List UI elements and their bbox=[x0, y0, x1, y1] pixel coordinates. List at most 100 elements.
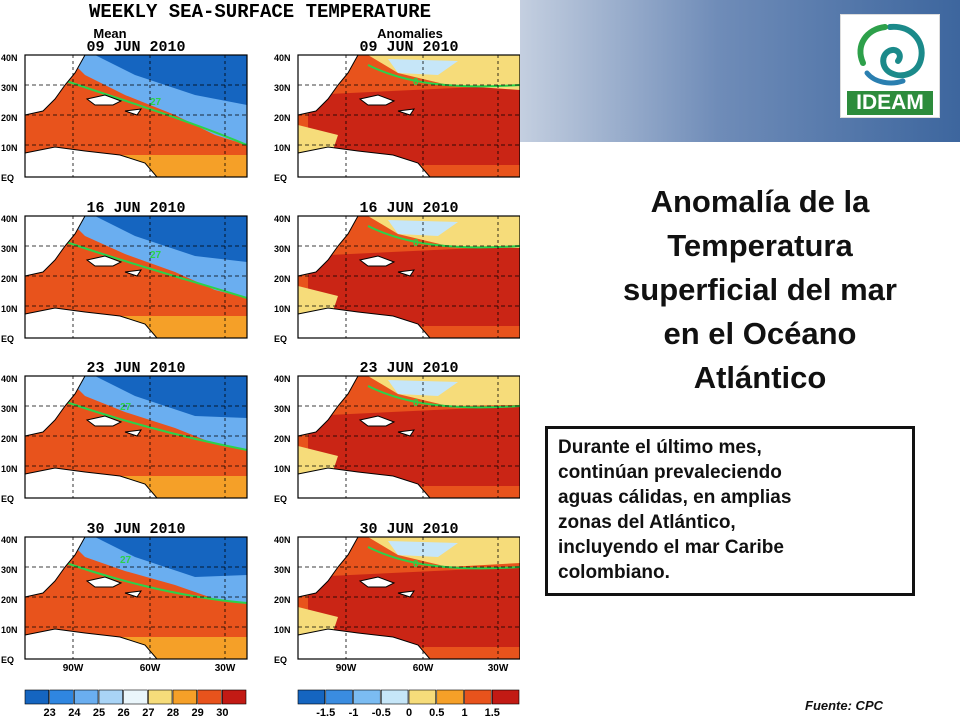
latitude-label: 40N bbox=[1, 53, 18, 63]
week-date-label: 16 JUN 2010 bbox=[86, 200, 185, 217]
contour-label: 27 bbox=[150, 97, 162, 108]
latitude-label: 30N bbox=[1, 83, 18, 93]
scale-swatch bbox=[98, 689, 123, 705]
anomaly-color-scale: -1.5 -1 -0.5 0 0.5 1 1.5 bbox=[297, 689, 520, 719]
latitude-label: EQ bbox=[274, 655, 287, 665]
anomaly-sst-map: 16 JUN 2010 0 40N 30N 20N 10N EQ bbox=[274, 200, 521, 344]
week-date-label: 09 JUN 2010 bbox=[359, 39, 458, 56]
contour-label: 27 bbox=[150, 250, 162, 261]
mean-column-label: Mean bbox=[93, 26, 126, 41]
latitude-label: 20N bbox=[274, 434, 291, 444]
scale-label: 24 bbox=[68, 707, 81, 719]
contour-label: 0 bbox=[413, 238, 419, 249]
note-line: incluyendo el mar Caribe bbox=[558, 537, 784, 558]
source-credit: Fuente: CPC bbox=[805, 698, 883, 713]
anomaly-sst-map: 30 JUN 2010 0 40N 30N 20N 10N EQ 90W 60W 30W bbox=[274, 521, 521, 674]
scale-label: 0 bbox=[406, 707, 412, 719]
note-line: Durante el último mes, bbox=[558, 437, 762, 458]
latitude-label: 40N bbox=[1, 374, 18, 384]
latitude-label: 10N bbox=[274, 464, 291, 474]
title-line: Temperatura bbox=[667, 228, 853, 263]
latitude-label: 40N bbox=[1, 535, 18, 545]
latitude-label: EQ bbox=[1, 334, 14, 344]
latitude-label: 20N bbox=[1, 595, 18, 605]
latitude-label: EQ bbox=[1, 655, 14, 665]
title-line: en el Océano bbox=[663, 316, 857, 351]
ideam-logo: IDEAM bbox=[840, 14, 940, 118]
title-line: superficial del mar bbox=[623, 272, 897, 307]
contour-label: 0 bbox=[413, 77, 419, 88]
latitude-label: 30N bbox=[274, 83, 291, 93]
latitude-label: 10N bbox=[1, 143, 18, 153]
title-line: Anomalía de la bbox=[650, 184, 870, 219]
week-date-label: 30 JUN 2010 bbox=[86, 521, 185, 538]
scale-swatch bbox=[436, 689, 464, 705]
longitude-label: 60W bbox=[140, 663, 161, 674]
sst-map-panels: WEEKLY SEA-SURFACE TEMPERATURE Mean Anom… bbox=[1, 1, 521, 719]
swirl-icon bbox=[857, 23, 925, 86]
latitude-label: 30N bbox=[1, 404, 18, 414]
latitude-label: EQ bbox=[274, 334, 287, 344]
scale-label: 26 bbox=[118, 707, 130, 719]
latitude-label: 20N bbox=[274, 274, 291, 284]
longitude-label: 60W bbox=[413, 663, 434, 674]
scale-label: 28 bbox=[167, 707, 179, 719]
scale-label: 0.5 bbox=[429, 707, 444, 719]
scale-label: 25 bbox=[93, 707, 105, 719]
latitude-label: 10N bbox=[1, 464, 18, 474]
latitude-label: 40N bbox=[1, 214, 18, 224]
mean-sst-map: 09 JUN 2010 27 40N 30N 20N 10N EQ bbox=[1, 39, 248, 183]
scale-swatch bbox=[172, 689, 197, 705]
longitude-label: 90W bbox=[336, 663, 357, 674]
scale-swatch bbox=[353, 689, 381, 705]
note-line: continúan prevaleciendo bbox=[558, 462, 782, 483]
scale-swatch bbox=[464, 689, 492, 705]
latitude-label: 20N bbox=[1, 113, 18, 123]
latitude-label: 20N bbox=[274, 113, 291, 123]
scale-swatch bbox=[222, 689, 247, 705]
contour-label: 27 bbox=[120, 402, 132, 413]
scale-label: 29 bbox=[192, 707, 204, 719]
contour-label: 0 bbox=[413, 559, 419, 570]
note-line: colombiano. bbox=[558, 562, 670, 583]
scale-swatch bbox=[297, 689, 326, 705]
mean-sst-map: 30 JUN 2010 27 40N 30N 20N 10N EQ 90W 60W 30W bbox=[1, 521, 248, 674]
latitude-label: 40N bbox=[274, 214, 291, 224]
scale-swatch bbox=[197, 689, 222, 705]
slide-title: Anomalía de la Temperatura superficial d… bbox=[565, 180, 955, 400]
latitude-label: 10N bbox=[274, 304, 291, 314]
contour-label: 27 bbox=[120, 555, 132, 566]
latitude-label: EQ bbox=[274, 173, 287, 183]
scale-label: 1.5 bbox=[485, 707, 500, 719]
longitude-label: 90W bbox=[63, 663, 84, 674]
note-line: aguas cálidas, en amplias bbox=[558, 487, 792, 508]
longitude-label: 30W bbox=[488, 663, 509, 674]
scale-label: 27 bbox=[142, 707, 154, 719]
scale-label: 30 bbox=[216, 707, 228, 719]
scale-swatch bbox=[408, 689, 437, 705]
latitude-label: 30N bbox=[274, 565, 291, 575]
scale-swatch bbox=[24, 689, 49, 705]
latitude-label: 30N bbox=[1, 244, 18, 254]
scale-swatch bbox=[49, 689, 74, 705]
contour-label: 0 bbox=[413, 398, 419, 409]
latitude-label: 30N bbox=[1, 565, 18, 575]
latitude-label: EQ bbox=[1, 173, 14, 183]
week-date-label: 30 JUN 2010 bbox=[359, 521, 458, 538]
anomaly-column-label: Anomalies bbox=[377, 26, 443, 41]
week-date-label: 16 JUN 2010 bbox=[359, 200, 458, 217]
summary-note-box: Durante el último mes, continúan prevale… bbox=[545, 426, 915, 596]
latitude-label: EQ bbox=[274, 494, 287, 504]
latitude-label: 30N bbox=[274, 404, 291, 414]
scale-swatch bbox=[74, 689, 99, 705]
latitude-label: 20N bbox=[274, 595, 291, 605]
note-line: zonas del Atlántico, bbox=[558, 512, 736, 533]
figure-title: WEEKLY SEA-SURFACE TEMPERATURE bbox=[89, 1, 431, 23]
latitude-label: 40N bbox=[274, 374, 291, 384]
latitude-label: 20N bbox=[1, 434, 18, 444]
scale-swatch bbox=[148, 689, 173, 705]
mean-sst-map: 16 JUN 2010 27 40N 30N 20N 10N EQ bbox=[1, 200, 248, 344]
scale-label: 23 bbox=[44, 707, 56, 719]
mean-color-scale: 23 24 25 26 27 28 29 30 bbox=[24, 689, 247, 719]
scale-label: -1.5 bbox=[316, 707, 335, 719]
